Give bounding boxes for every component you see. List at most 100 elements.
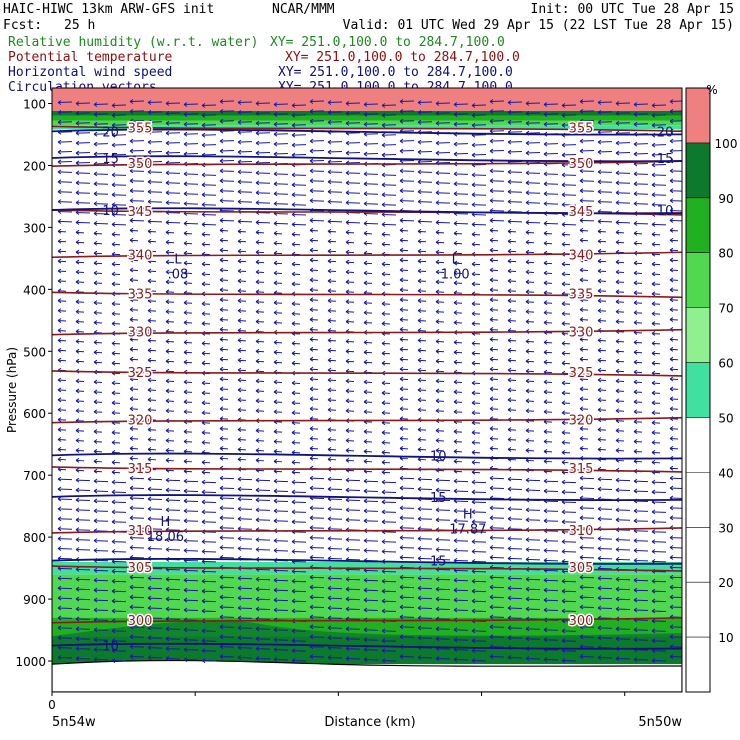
wind-vector [543, 171, 559, 177]
wind-vector [75, 576, 91, 582]
wind-vector [327, 238, 337, 244]
colorbar-tick-label: 90 [718, 192, 733, 206]
wind-vector [399, 148, 415, 154]
wind-vector [291, 459, 301, 465]
wind-vector [651, 281, 661, 287]
wind-vector [255, 596, 271, 602]
wind-vector [453, 270, 463, 276]
wind-vector [255, 140, 271, 146]
wind-vector [525, 398, 535, 404]
wind-vector [93, 349, 103, 355]
wind-vector [525, 358, 535, 364]
wind-vector [57, 546, 73, 551]
wind-vector [273, 102, 289, 107]
wind-vector [579, 336, 589, 342]
wind-vector [651, 241, 661, 247]
wind-vector [669, 594, 682, 600]
wind-vector [129, 376, 139, 382]
wind-vector [381, 479, 397, 485]
wind-vector [165, 507, 181, 513]
wind-vector [183, 250, 193, 256]
wind-vector [111, 112, 127, 118]
wind-vector [489, 614, 505, 620]
y-tick-label: 100 [23, 97, 46, 111]
wind-vector [543, 201, 559, 207]
wind-vector [381, 390, 391, 396]
colorbar-swatch [686, 197, 710, 253]
wind-vector [507, 278, 517, 284]
wind-vector [561, 212, 577, 217]
wind-vector [273, 607, 289, 613]
wind-vector [201, 598, 217, 604]
wind-vector [273, 151, 289, 157]
wind-vector [633, 399, 643, 405]
wind-vector [291, 449, 301, 455]
wind-vector [183, 369, 193, 375]
wind-vector [291, 588, 307, 594]
wind-vector [309, 198, 325, 204]
wind-vector [309, 128, 325, 134]
wind-vector [543, 181, 559, 187]
wind-vector [237, 565, 253, 571]
wind-vector [669, 198, 682, 204]
wind-vector [291, 103, 307, 108]
wind-vector [435, 269, 445, 275]
wind-vector [633, 310, 643, 316]
wind-vector [381, 202, 397, 208]
wind-vector [489, 455, 499, 461]
wind-vector [381, 608, 397, 614]
wind-vector [561, 400, 571, 406]
wind-vector [291, 271, 301, 277]
wind-vector [543, 389, 553, 395]
wind-vector [525, 239, 535, 245]
wind-vector [57, 437, 67, 442]
wind-vector [201, 321, 211, 326]
wind-vector [57, 209, 73, 214]
wind-vector [453, 300, 463, 306]
wind-vector [309, 436, 319, 441]
wind-vector [507, 248, 517, 254]
wind-vector [597, 446, 607, 452]
wind-vector [327, 506, 343, 512]
wind-vector [489, 654, 505, 659]
wind-vector [633, 419, 643, 425]
wind-vector [147, 357, 157, 363]
wind-vector [363, 320, 373, 325]
wind-vector [489, 584, 505, 590]
wind-vector [147, 516, 163, 522]
wind-vector [561, 420, 571, 426]
wind-vector [507, 417, 517, 423]
wind-vector [507, 328, 517, 333]
wind-vector [129, 564, 145, 570]
wind-vector [327, 149, 343, 155]
wind-vector [471, 479, 487, 485]
wind-vector [399, 495, 415, 501]
wind-vector [507, 526, 523, 532]
y-tick-label: 200 [23, 159, 46, 173]
wind-vector [579, 128, 595, 134]
wind-vector [165, 210, 181, 215]
wind-vector [525, 249, 535, 255]
wind-vector [183, 379, 193, 385]
wind-vector [633, 518, 649, 524]
colorbar-swatch [686, 142, 710, 198]
wind-vector [453, 379, 463, 385]
wind-vector [543, 310, 553, 316]
wind-vector [111, 380, 121, 386]
colorbar-swatch [686, 307, 710, 363]
wind-vector [525, 557, 541, 562]
wind-vector [327, 536, 343, 542]
wind-vector [453, 151, 469, 157]
wind-vector [237, 456, 247, 462]
field-name: Circulation vectors [8, 80, 157, 95]
wind-vector [399, 267, 409, 273]
wind-vector [309, 654, 325, 659]
wind-vector [363, 548, 379, 553]
wind-vector [381, 231, 391, 237]
wind-vector [453, 131, 469, 137]
wind-vector [345, 259, 355, 265]
wind-vector [309, 307, 319, 313]
wind-vector [381, 370, 391, 376]
wind-vector [147, 219, 163, 224]
wind-vector [399, 436, 409, 441]
